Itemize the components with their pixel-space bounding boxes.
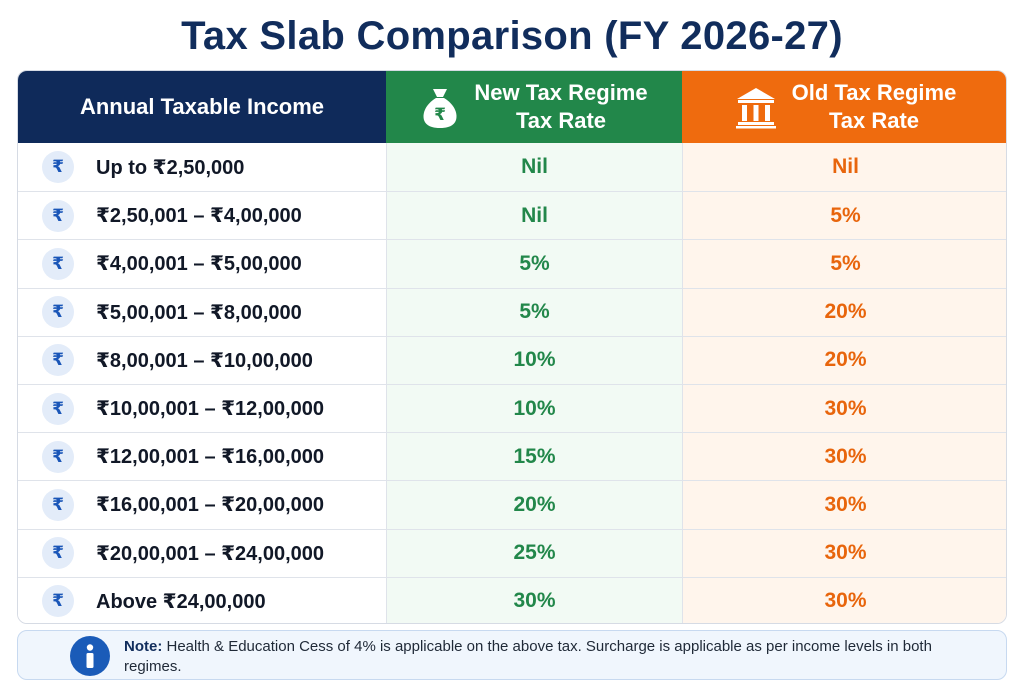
old-regime-rate-cell: 20%	[682, 288, 1006, 336]
new-regime-rate-cell: Nil	[386, 192, 682, 240]
income-cell: ₹ ₹20,00,001 – ₹24,00,000	[18, 529, 386, 577]
income-range-label: ₹4,00,001 – ₹5,00,000	[96, 253, 302, 276]
income-range-label: ₹8,00,001 – ₹10,00,000	[96, 349, 313, 372]
rupee-icon: ₹	[42, 344, 74, 377]
income-cell: ₹ ₹5,00,001 – ₹8,00,000	[18, 288, 386, 336]
note-text: Note: Health & Education Cess of 4% is a…	[124, 637, 984, 677]
old-regime-rate-cell: 30%	[682, 481, 1006, 529]
table-row: ₹ ₹4,00,001 – ₹5,00,000 5% 5%	[18, 239, 1006, 288]
new-regime-rate-cell: 15%	[386, 433, 682, 481]
new-regime-rate-cell: 25%	[386, 529, 682, 577]
rupee-icon: ₹	[42, 488, 74, 521]
table-row: ₹ ₹20,00,001 – ₹24,00,000 25% 30%	[18, 528, 1006, 577]
table-row: ₹ ₹16,00,001 – ₹20,00,000 20% 30%	[18, 480, 1006, 529]
income-range-label: ₹12,00,001 – ₹16,00,000	[96, 446, 325, 469]
column-header-old-line2: Tax Rate	[828, 108, 920, 133]
income-cell: ₹ ₹10,00,001 – ₹12,00,000	[18, 385, 386, 433]
income-cell: ₹ ₹8,00,001 – ₹10,00,000	[18, 336, 386, 384]
new-regime-rate-cell: 30%	[386, 577, 682, 623]
table-row: ₹ Up to ₹2,50,000 Nil Nil	[18, 143, 1006, 192]
note-box: Note: Health & Education Cess of 4% is a…	[17, 630, 1007, 680]
old-regime-rate-cell: 30%	[682, 577, 1006, 623]
old-regime-rate-cell: 5%	[682, 240, 1006, 288]
column-header-old-regime: Old Tax Regime Tax Rate	[682, 71, 1006, 143]
income-cell: ₹ Above ₹24,00,000	[18, 577, 386, 623]
income-range-label: ₹20,00,001 – ₹24,00,000	[96, 542, 325, 565]
new-regime-rate-cell: 20%	[386, 481, 682, 529]
income-range-label: ₹5,00,001 – ₹8,00,000	[96, 301, 302, 324]
old-regime-rate-cell: 30%	[682, 385, 1006, 433]
column-header-new-line1: New Tax Regime	[474, 80, 648, 105]
rupee-icon: ₹	[42, 392, 74, 425]
bank-building-icon	[734, 85, 778, 129]
income-cell: ₹ ₹4,00,001 – ₹5,00,000	[18, 240, 386, 288]
info-icon	[70, 636, 110, 676]
table-body: ₹ Up to ₹2,50,000 Nil Nil ₹ ₹2,50,001 – ₹4,00…	[18, 143, 1006, 623]
income-range-label: ₹10,00,001 – ₹12,00,000	[96, 398, 325, 421]
table-row: ₹ ₹10,00,001 – ₹12,00,000 10% 30%	[18, 384, 1006, 433]
income-cell: ₹ Up to ₹2,50,000	[18, 143, 386, 192]
column-header-new-regime: ₹ New Tax Regime Tax Rate	[386, 71, 682, 143]
rupee-icon: ₹	[42, 537, 74, 570]
note-body: Health & Education Cess of 4% is applica…	[124, 638, 932, 675]
rupee-icon: ₹	[42, 440, 74, 473]
table-row: ₹ Above ₹24,00,000 30% 30%	[18, 576, 1006, 623]
table-row: ₹ ₹12,00,001 – ₹16,00,000 15% 30%	[18, 432, 1006, 481]
table-row: ₹ ₹2,50,001 – ₹4,00,000 Nil 5%	[18, 191, 1006, 240]
old-regime-rate-cell: 5%	[682, 192, 1006, 240]
table-row: ₹ ₹5,00,001 – ₹8,00,000 5% 20%	[18, 287, 1006, 336]
money-bag-icon: ₹	[420, 85, 460, 129]
rupee-icon: ₹	[42, 247, 74, 280]
income-range-label: ₹16,00,001 – ₹20,00,000	[96, 494, 325, 517]
rupee-icon: ₹	[42, 585, 74, 618]
old-regime-rate-cell: 20%	[682, 336, 1006, 384]
old-regime-rate-cell: Nil	[682, 143, 1006, 192]
new-regime-rate-cell: 5%	[386, 240, 682, 288]
new-regime-rate-cell: 10%	[386, 336, 682, 384]
old-regime-rate-cell: 30%	[682, 529, 1006, 577]
income-range-label: Up to ₹2,50,000	[96, 156, 245, 179]
new-regime-rate-cell: 10%	[386, 385, 682, 433]
rupee-icon: ₹	[42, 199, 74, 232]
column-header-income: Annual Taxable Income	[18, 71, 386, 143]
column-header-new-line2: Tax Rate	[515, 108, 607, 133]
income-range-label: ₹2,50,001 – ₹4,00,000	[96, 205, 302, 228]
income-cell: ₹ ₹16,00,001 – ₹20,00,000	[18, 481, 386, 529]
income-cell: ₹ ₹2,50,001 – ₹4,00,000	[18, 192, 386, 240]
page-title: Tax Slab Comparison (FY 2026-27)	[181, 14, 843, 58]
new-regime-rate-cell: 5%	[386, 288, 682, 336]
old-regime-rate-cell: 30%	[682, 433, 1006, 481]
rupee-icon: ₹	[42, 296, 74, 329]
new-regime-rate-cell: Nil	[386, 143, 682, 192]
column-header-old-line1: Old Tax Regime	[791, 80, 957, 105]
note-label: Note:	[124, 638, 163, 655]
income-range-label: Above ₹24,00,000	[96, 590, 266, 613]
rupee-icon: ₹	[42, 151, 74, 184]
income-cell: ₹ ₹12,00,001 – ₹16,00,000	[18, 433, 386, 481]
tax-slab-table: Annual Taxable Income ₹ New Tax Regime T…	[17, 70, 1007, 624]
column-header-income-label: Annual Taxable Income	[79, 94, 325, 119]
svg-text:₹: ₹	[434, 105, 446, 125]
table-row: ₹ ₹8,00,001 – ₹10,00,000 10% 20%	[18, 335, 1006, 384]
